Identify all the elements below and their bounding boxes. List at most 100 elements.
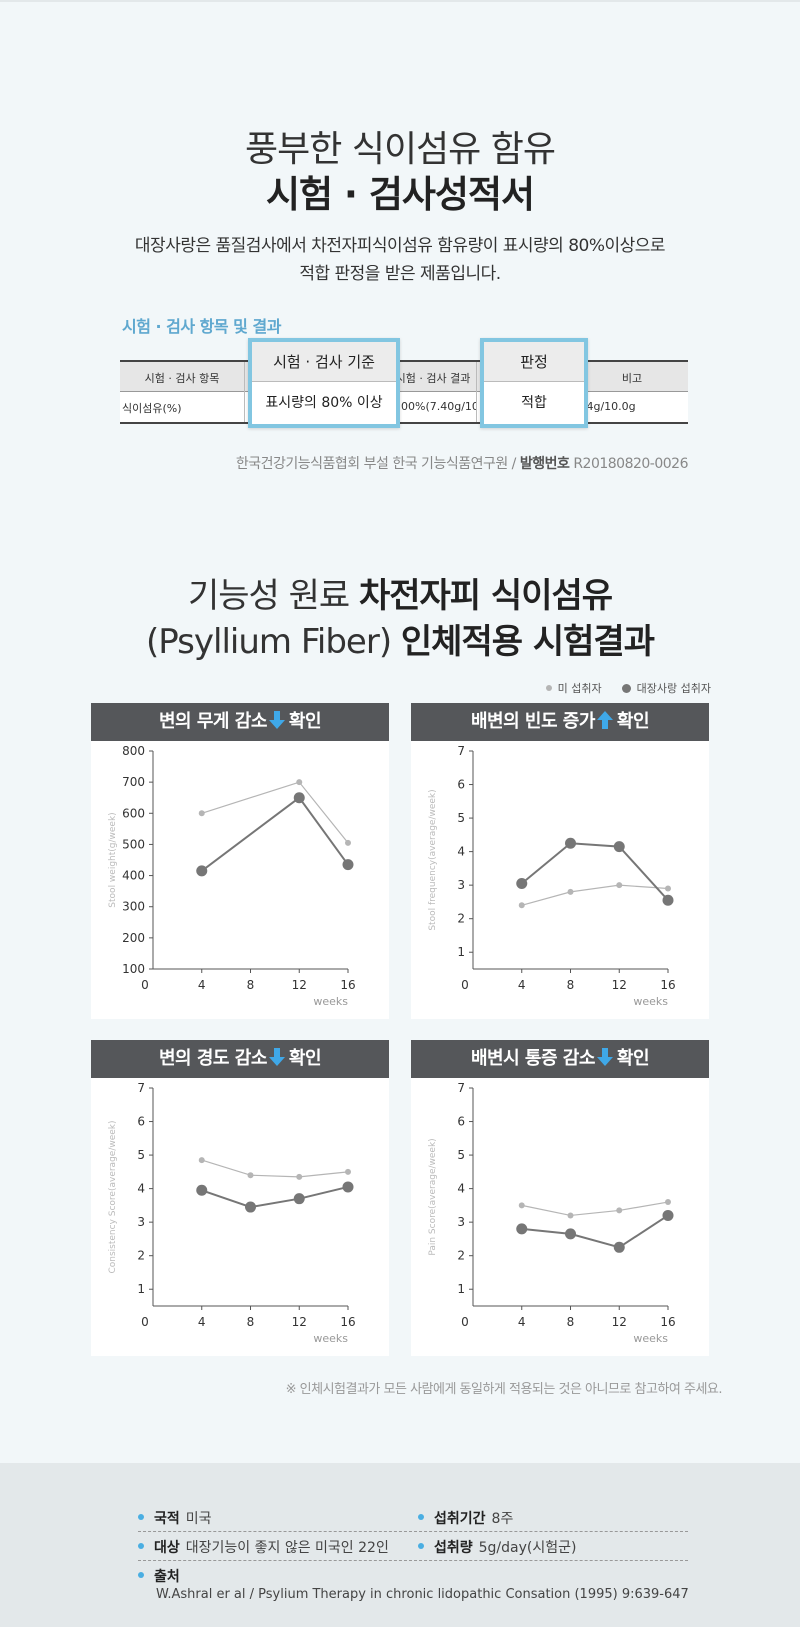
chart-title: 배변시 통증 감소 확인: [411, 1040, 709, 1078]
data-point-taker: [342, 859, 354, 871]
x-tick-label: 0: [141, 978, 149, 992]
table-header-item: 시험 · 검사 항목: [144, 372, 220, 385]
y-tick-label: 6: [457, 778, 465, 792]
x-tick-label: 12: [292, 978, 307, 992]
chart-title: 배변의 빈도 증가 확인: [411, 703, 709, 741]
bullet-icon: [418, 1514, 424, 1520]
bullet-icon: [138, 1543, 144, 1549]
chart-title-suffix: 확인: [288, 711, 322, 732]
x-axis-label: weeks: [313, 995, 348, 1008]
data-point-nontaker: [518, 902, 525, 909]
data-point-nontaker: [567, 1212, 574, 1219]
y-axis-label: Consistency Score(average/week): [108, 1120, 118, 1273]
chart-title-suffix: 확인: [616, 711, 650, 732]
chart-panel-consistency: 변의 경도 감소 확인 1 2 3 4 5 6 7 0 4 8 12 16 weeks Consistenc…: [91, 1040, 389, 1356]
arrow-up-icon: [595, 711, 617, 732]
study-subtitle-normal: (Psyllium Fiber): [146, 622, 401, 662]
series-line-nontaker: [521, 884, 669, 906]
top-divider: [0, 0, 800, 2]
y-tick-label: 7: [137, 1081, 145, 1095]
bullet-icon: [418, 1543, 424, 1549]
x-tick-label: 16: [660, 1315, 675, 1329]
y-tick-label: 300: [122, 900, 145, 914]
table-header-note: 비고: [621, 372, 643, 385]
y-axis-label: Stool weight(g/week): [108, 812, 118, 907]
data-point-nontaker: [616, 1207, 623, 1214]
data-point-taker: [565, 837, 576, 849]
x-tick-label: 0: [461, 978, 469, 992]
y-tick-label: 2: [457, 912, 465, 926]
data-point-taker: [293, 1193, 305, 1205]
x-tick-label: 4: [198, 978, 206, 992]
intro-line1: 대장사랑은 품질검사에서 차전자피식이섬유 함유량이 표시량의 80%이상으로: [134, 236, 666, 256]
info-period-value: 8주: [491, 1511, 514, 1527]
data-point-nontaker: [247, 1172, 254, 1179]
y-tick-label: 4: [457, 845, 465, 859]
info-period: 섭취기간 8주: [418, 1508, 513, 1528]
legend-taker-label: 대장사랑 섭취자: [636, 682, 711, 695]
arrow-shape: [596, 711, 613, 729]
data-point-nontaker: [518, 1202, 525, 1209]
y-tick-label: 1: [457, 1282, 465, 1296]
x-tick-label: 4: [518, 1315, 526, 1329]
test-result-table: 시험 · 검사 항목 시험 · 검사 결과 비고 식이섬유(%) 100%(7.…: [120, 360, 688, 424]
series-line-nontaker: [521, 1201, 669, 1217]
y-tick-label: 4: [137, 1182, 145, 1196]
chart-title-text: 변의 경도 감소: [158, 1048, 267, 1069]
zoom-callout-criteria: 시험 · 검사 기준 표시량의 80% 이상: [248, 338, 400, 428]
study-footnote: ※ 인체시험결과가 모든 사람에게 동일하게 적용되는 것은 아니므로 참고하여…: [285, 1382, 723, 1397]
x-tick-label: 8: [567, 1315, 575, 1329]
info-dose-value: 5g/day(시험군): [478, 1540, 577, 1556]
test-table-label: 시험 · 검사 항목 및 결과: [122, 317, 281, 336]
y-tick-label: 2: [457, 1249, 465, 1263]
table-divider: [476, 362, 477, 422]
data-point-taker: [196, 865, 208, 877]
y-tick-label: 7: [457, 1081, 465, 1095]
y-tick-label: 2: [137, 1249, 145, 1263]
chart-panel-pain: 배변시 통증 감소 확인 1 2 3 4 5 6 7 0 4 8 12 16 weeks Pain Scor…: [411, 1040, 709, 1356]
x-tick-label: 0: [461, 1315, 469, 1329]
study-info-panel: [0, 1463, 800, 1627]
x-tick-label: 12: [292, 1315, 307, 1329]
zoom-header-criteria: 시험 · 검사 기준: [252, 342, 396, 382]
table-cell-result: 100%(7.40g/10.0: [394, 400, 476, 413]
y-tick-label: 6: [457, 1115, 465, 1129]
y-tick-label: 500: [122, 837, 145, 851]
source-number: R20180820-0026: [569, 456, 688, 472]
arrow-down-icon: [595, 1048, 617, 1069]
chart-svg: 100 200 300 400 500 600 700 800 0 4 8 12 16 weeks Stoo…: [108, 744, 356, 1008]
x-axis-label: weeks: [313, 1332, 348, 1345]
data-point-nontaker: [296, 779, 303, 786]
y-tick-label: 400: [122, 869, 145, 883]
study-title-line2: (Psyllium Fiber) 인체적용 시험결과: [0, 614, 800, 663]
x-tick-label: 8: [247, 978, 255, 992]
source-text: 한국건강기능식품협회 부설 한국 기능식품연구원 /: [235, 456, 520, 472]
data-point-nontaker: [198, 1157, 205, 1164]
data-point-taker: [565, 1228, 576, 1240]
series-line-taker: [201, 796, 349, 872]
y-axis-label: Stool frequency(average/week): [428, 789, 438, 930]
series-line-taker: [521, 842, 669, 901]
chart-title-text: 배변의 빈도 증가: [470, 711, 595, 732]
data-point-nontaker: [296, 1173, 303, 1180]
zoom-header-judgement: 판정: [484, 342, 584, 382]
chart-title: 변의 무게 감소 확인: [91, 703, 389, 741]
table-cell-note: 7.4g/10.0g: [576, 400, 636, 413]
test-source: 한국건강기능식품협회 부설 한국 기능식품연구원 / 발행번호 R2018082…: [235, 453, 689, 473]
arrow-shape: [596, 1048, 613, 1066]
chart-title: 변의 경도 감소 확인: [91, 1040, 389, 1078]
zoom-callout-judgement: 판정 적합: [480, 338, 588, 428]
arrow-down-icon: [267, 711, 289, 732]
arrow-shape: [268, 711, 285, 729]
info-dose: 섭취량 5g/day(시험군): [418, 1537, 576, 1557]
data-point-nontaker: [665, 885, 671, 892]
x-tick-label: 8: [567, 978, 575, 992]
data-point-nontaker: [616, 882, 623, 889]
info-country: 국적 미국: [138, 1508, 212, 1528]
data-point-taker: [516, 1223, 528, 1235]
series-line-nontaker: [201, 1159, 349, 1178]
y-tick-label: 5: [457, 811, 465, 825]
data-point-nontaker: [345, 839, 351, 846]
